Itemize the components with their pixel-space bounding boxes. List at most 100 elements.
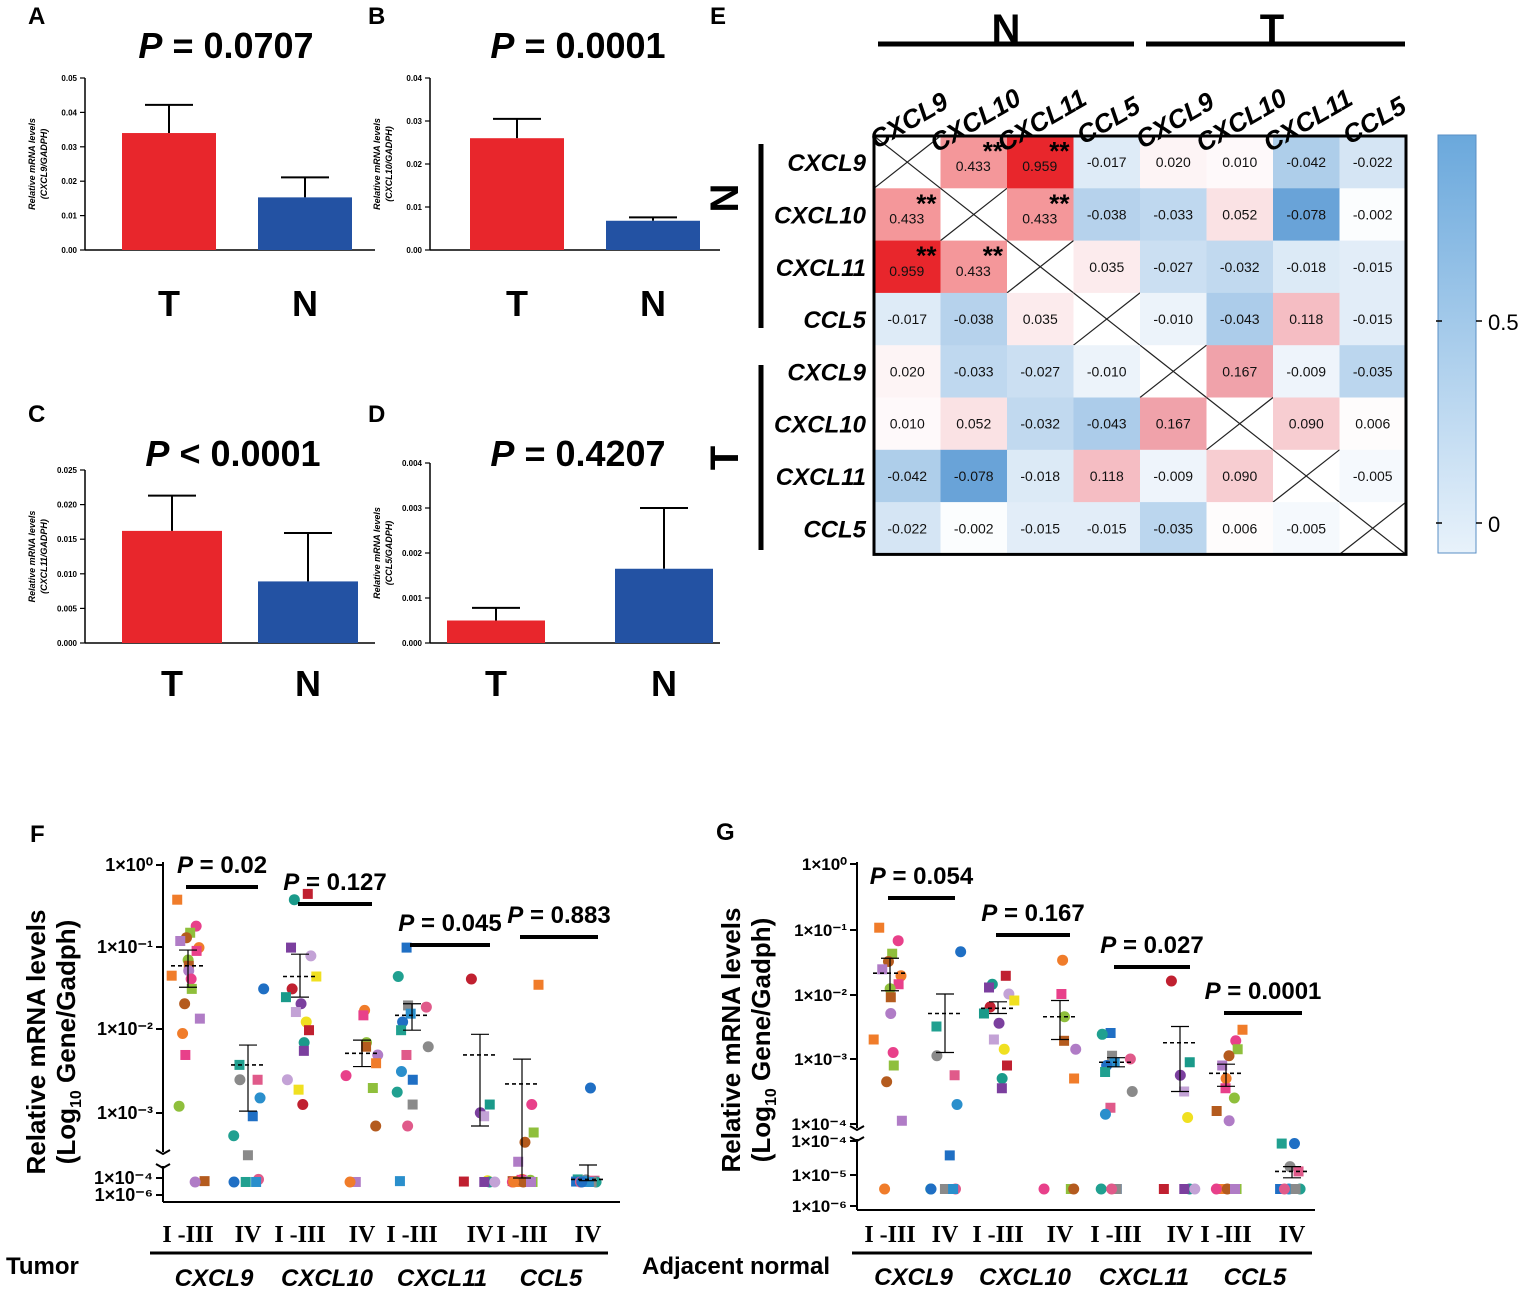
bar-charts: P = 0.0707 0.00 0.01 0.02 0.03 0.04 0.05 Relati… [27,25,720,704]
stage-label: IV [349,1222,376,1248]
title-p-value: = 0.0001 [514,25,665,66]
category-label: N [651,663,677,704]
heatmap-cell [1140,397,1207,451]
data-point [395,1066,407,1077]
heatmap-panel: 0.433**0.959** -0.017 0.020 0.010 -0.042 -0.0… [703,7,1519,556]
gene-label: CXCL11 [1099,1264,1189,1291]
diagonal-cross [1073,292,1141,346]
data-point [1179,1184,1190,1194]
row-label: CCL5 [803,516,866,543]
y-axis-title-line1: Relative mRNA levels [21,910,51,1175]
heatmap-value: -0.009 [1286,363,1326,379]
data-point [392,971,404,983]
stage-label: I -III [1200,1222,1251,1248]
data-point [175,935,186,946]
stage-label: IV [235,1222,262,1248]
gene-label: CCL5 [520,1265,583,1292]
data-point [1095,1183,1107,1195]
heatmap-value: -0.015 [1353,311,1393,327]
stage-label: IV [1167,1222,1194,1248]
axis-break [849,1125,865,1143]
heatmap-cell [1007,292,1074,346]
heatmap-cell [1140,502,1207,555]
gene-label: CXCL11 [397,1265,487,1292]
data-point [955,946,967,958]
y-tick-label: 0.01 [406,203,422,212]
data-point [576,1176,588,1188]
stage-label: IV [575,1222,602,1248]
heatmap-value: -0.002 [954,520,994,536]
heatmap-value: 0.118 [1090,468,1124,484]
p-equals: = [299,869,326,896]
p-value-label: P = 0.02 [177,852,267,879]
heatmap-cell [1273,240,1340,294]
data-point [194,1013,205,1024]
data-point [420,1001,432,1013]
data-point [998,1043,1010,1055]
data-point [422,1041,434,1053]
heatmap-cell [874,188,941,242]
group-label-t: T [1260,7,1284,51]
row-label: CXCL9 [787,150,866,177]
data-point [887,948,898,959]
y-axis-label-line2: (CXCL11/GADPH) [39,519,49,594]
heatmap-value: 0.052 [1222,206,1257,222]
row-label: CCL5 [803,307,866,334]
data-point [484,1099,495,1110]
stage-label: IV [1279,1222,1306,1248]
diagonal-cross [1272,449,1340,503]
heatmap-cell [1206,345,1274,398]
data-point [228,1176,240,1188]
stage-label: I -III [162,1222,213,1248]
heatmap-cell [940,449,1008,503]
data-point [1070,1043,1082,1055]
heatmap-value: -0.022 [1353,154,1393,170]
chart-title: P = 0.4207 [490,433,665,474]
p-value: 0.054 [913,863,974,890]
p-value-label: P = 0.027 [1100,932,1203,959]
heatmap-value: 0.035 [1023,311,1058,327]
y-tick-label: 0.010 [57,570,78,579]
y-tick-label: 0.001 [402,594,423,603]
heatmap-value: -0.010 [1153,311,1193,327]
data-point [199,1176,210,1187]
scatter-chart-f: 1×10⁰ 1×10⁻¹ 1×10⁻² 1×10⁻³ 1×10⁻⁴1×10⁻⁶ Relat… [6,852,620,1292]
p-value-label: P = 0.054 [870,863,974,890]
data-point [340,1070,352,1082]
y-axis-label-line1: Relative mRNA levels [372,118,382,210]
data-point [458,1176,469,1187]
data-point [185,927,196,938]
data-point [1106,1183,1118,1195]
stage-label: I -III [972,1222,1023,1248]
data-point [1230,1035,1242,1047]
bar-n [258,197,352,250]
y-tick-label: 0.04 [406,74,422,83]
data-point [290,1007,301,1018]
y-tick-label: 0.000 [402,639,423,648]
bar-t [470,138,564,250]
heatmap-value: -0.043 [1220,311,1260,327]
bar-n [606,220,700,250]
y-tick-label: 0.05 [61,74,77,83]
data-point [1100,1067,1111,1077]
panel-label-f: F [30,821,45,848]
row-group-label-n: N [703,184,747,213]
data-point [479,1111,490,1122]
heatmap-value: -0.042 [887,468,927,484]
data-point [583,1176,594,1187]
data-point [1232,1044,1243,1055]
data-point [888,1060,899,1071]
heatmap-value: -0.035 [1153,520,1193,536]
heatmap-cell [1273,292,1340,346]
data-point [993,1017,1005,1029]
stage-label: I -III [496,1222,547,1248]
y-axis-title: Relative mRNA levels(Log10 Gene/Gadph) [716,908,780,1173]
stage-label: I -III [1090,1222,1141,1248]
data-point [394,1176,405,1187]
data-point [885,992,896,1003]
p-value: 0.167 [1025,900,1085,927]
heatmap-cell [1007,397,1074,451]
title-p-value: = 0.0707 [162,25,313,66]
data-point [1068,1183,1080,1195]
